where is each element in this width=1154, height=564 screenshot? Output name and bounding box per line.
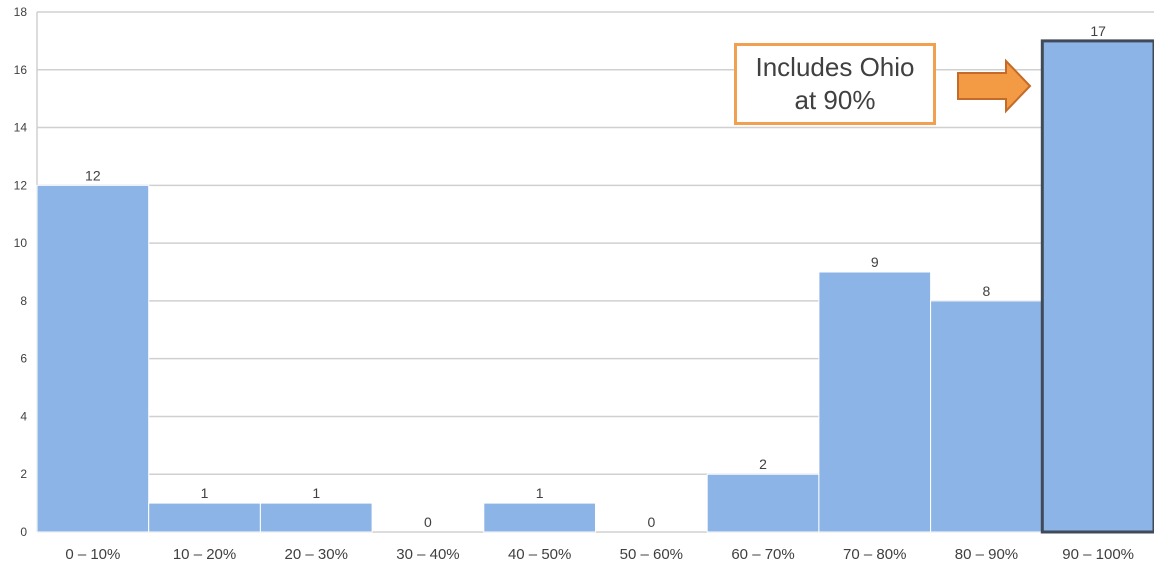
bar-highlighted	[1040, 39, 1154, 534]
bar	[818, 271, 932, 533]
right-arrow-icon	[957, 58, 1032, 114]
x-tick-label: 40 – 50%	[508, 546, 571, 563]
bar	[930, 300, 1043, 533]
y-tick-label: 8	[20, 294, 27, 308]
x-tick-label: 30 – 40%	[396, 546, 459, 563]
x-tick-label: 60 – 70%	[731, 546, 794, 563]
y-tick-label: 6	[20, 352, 27, 366]
bar-value-label: 0	[424, 514, 432, 530]
x-tick-label: 10 – 20%	[173, 546, 236, 563]
bar-value-label: 1	[536, 485, 544, 501]
y-tick-label: 12	[14, 178, 28, 192]
bar-value-label: 2	[759, 456, 767, 472]
y-axis-tick-labels: 0 2 4 6 8 10 12 14 16 18	[14, 5, 28, 539]
bar	[148, 502, 261, 533]
bar	[706, 473, 820, 533]
bar-value-label: 12	[85, 167, 101, 183]
annotation-line-2: at 90%	[794, 85, 876, 115]
bar	[36, 184, 150, 533]
bar-value-label: 8	[983, 283, 991, 299]
y-tick-label: 2	[20, 467, 27, 481]
y-tick-label: 16	[14, 63, 28, 77]
y-tick-label: 14	[14, 121, 28, 135]
x-tick-label: 50 – 60%	[620, 546, 683, 563]
bar-value-label: 17	[1090, 23, 1106, 39]
y-tick-label: 18	[14, 5, 28, 19]
x-tick-label: 70 – 80%	[843, 546, 906, 563]
bar-value-label: 9	[871, 254, 879, 270]
y-tick-label: 4	[20, 409, 27, 423]
x-tick-label: 90 – 100%	[1062, 546, 1134, 563]
bar-value-label: 0	[647, 514, 655, 530]
x-tick-label: 80 – 90%	[955, 546, 1018, 563]
x-tick-label: 0 – 10%	[65, 546, 120, 563]
bar	[483, 502, 596, 533]
annotation-line-1: Includes Ohio	[755, 52, 915, 82]
bar-value-label: 1	[201, 485, 209, 501]
bars	[36, 39, 1154, 534]
y-tick-label: 10	[14, 236, 28, 250]
bar	[259, 502, 373, 533]
gridlines	[36, 11, 1154, 533]
annotation-callout-box: Includes Ohio at 90%	[734, 43, 936, 125]
bar-value-label: 1	[312, 485, 320, 501]
x-tick-label: 20 – 30%	[285, 546, 348, 563]
annotation-arrow	[957, 58, 1032, 114]
y-tick-label: 0	[20, 525, 27, 539]
data-labels: 12 1 1 0 1 0 2 9 8 17	[85, 23, 1106, 530]
x-axis-tick-labels: 0 – 10% 10 – 20% 20 – 30% 30 – 40% 40 – 50% 5…	[65, 546, 1134, 563]
